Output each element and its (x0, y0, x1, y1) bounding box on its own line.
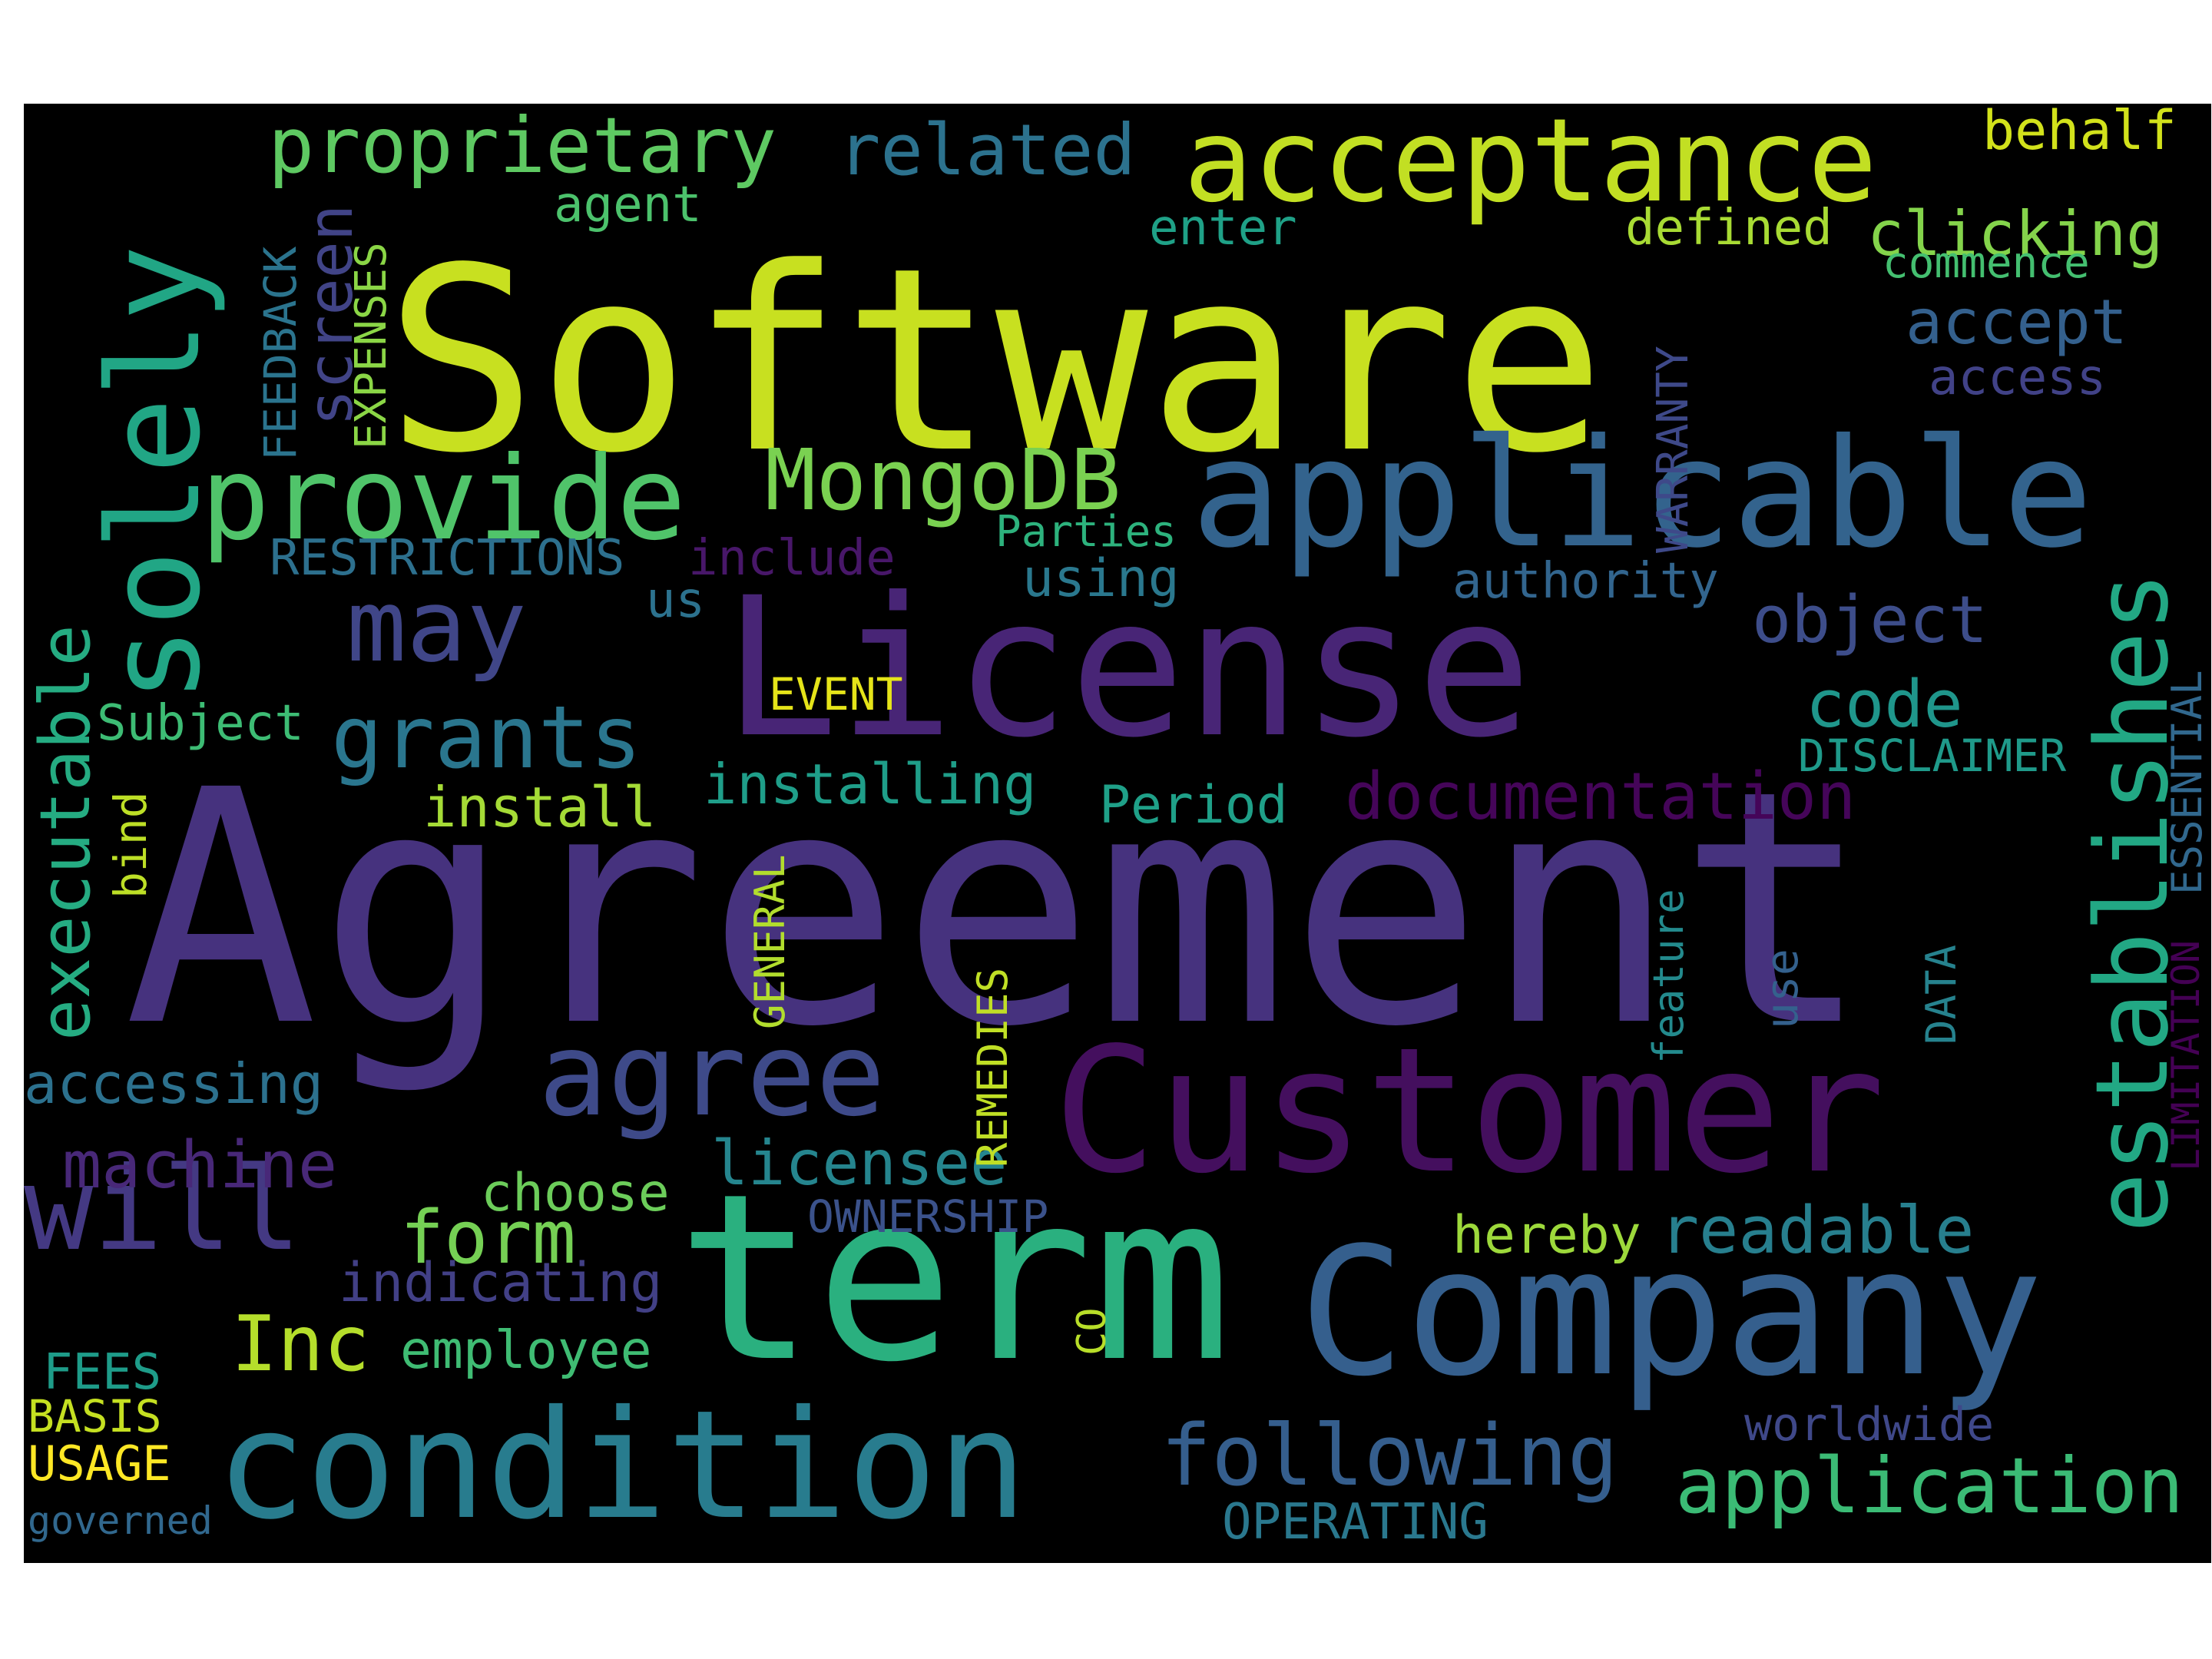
word: REMEDIES (969, 967, 1017, 1167)
word: authority (1452, 553, 1719, 610)
word: feature (1644, 889, 1693, 1064)
word: MongoDB (765, 431, 1121, 529)
word: Parties (995, 507, 1177, 557)
word: licensee (711, 1128, 1008, 1199)
word: following (1161, 1406, 1619, 1505)
word: using (1022, 548, 1180, 609)
word: DISCLAIMER (1798, 730, 2067, 782)
word: term (677, 1144, 1232, 1412)
word: Agreement (124, 722, 1872, 1098)
word: commence (1883, 238, 2090, 288)
word: LIMITATION (2164, 939, 2208, 1171)
word: RESTRICTIONS (270, 530, 625, 587)
word: Period (1099, 775, 1288, 836)
word: WARRANTY (1648, 346, 1698, 553)
word: install (423, 775, 657, 839)
word: EVENT (769, 668, 903, 720)
word: OWNERSHIP (807, 1190, 1049, 1243)
word: object (1752, 582, 1988, 658)
word: provide (200, 432, 687, 566)
word: Customer (1053, 1011, 1886, 1212)
word: Subject (97, 695, 304, 752)
word: executable (25, 624, 106, 1041)
word: application (1675, 1441, 2184, 1531)
word: may (346, 568, 527, 684)
word: FEEDBACK (254, 246, 306, 461)
word: documentation (1345, 759, 1856, 835)
word: worldwide (1744, 1398, 1995, 1452)
word: CO (1069, 1307, 1115, 1356)
word: Company (1299, 1210, 2044, 1416)
word: installing (704, 752, 1037, 816)
word: machine (62, 1128, 338, 1204)
word: OPERATING (1222, 1494, 1488, 1551)
word: bind (104, 791, 157, 899)
word: Software (385, 214, 1606, 508)
word: behalf (1982, 104, 2177, 162)
word: solely (81, 244, 228, 703)
word: accessing (24, 1051, 324, 1116)
word: ESSENTIAL (2163, 670, 2211, 895)
word: include (688, 530, 896, 587)
word: License (723, 556, 1532, 780)
word: applicable (1191, 406, 2093, 581)
word: EXPENSES (346, 242, 396, 449)
word: indicating (339, 1251, 663, 1314)
word: enter (1149, 200, 1297, 257)
word: Inc (231, 1299, 370, 1389)
word: governed (28, 1498, 213, 1543)
word: accept (1906, 286, 2128, 358)
word: employee (400, 1320, 652, 1381)
word: readable (1660, 1193, 1975, 1269)
word: DATA (1917, 944, 1965, 1045)
word: use (1756, 949, 1808, 1029)
word: proprietary (268, 104, 777, 190)
word: acceptance (1184, 104, 1878, 228)
word: related (838, 109, 1136, 191)
word: us (646, 572, 706, 629)
word: GENERAL (746, 854, 794, 1029)
word: grants (331, 688, 642, 788)
word: defined (1625, 200, 1833, 257)
word: USAGE (28, 1435, 171, 1492)
word: form (400, 1196, 576, 1280)
word: choose (481, 1163, 670, 1224)
word: agent (554, 177, 702, 233)
word: condition (216, 1378, 1028, 1552)
word: BASIS (28, 1390, 162, 1442)
word-cloud: Agreement Software License term Company … (24, 104, 2211, 1563)
word: will (24, 1143, 302, 1277)
word: agree (538, 1008, 886, 1142)
word: code (1806, 667, 1963, 743)
word: FEES (43, 1344, 162, 1401)
word: access (1929, 349, 2107, 406)
word: hereby (1452, 1205, 1641, 1266)
word: clicking (1867, 198, 2164, 270)
